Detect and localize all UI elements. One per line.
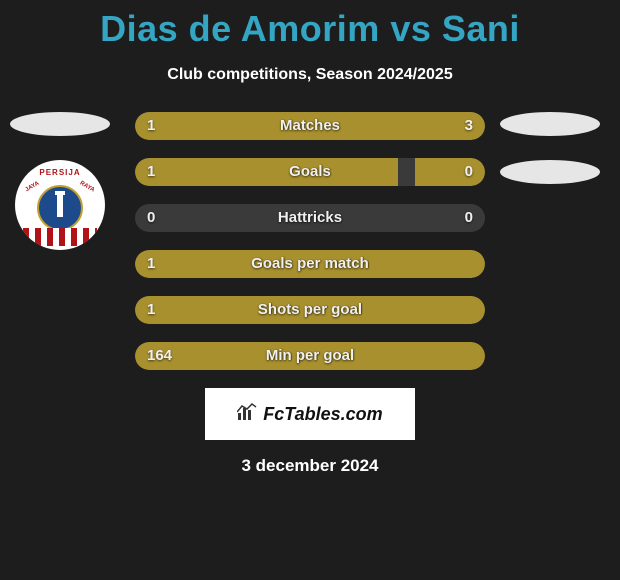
- badge-right-text: RAYA: [79, 180, 96, 193]
- chart-icon: [237, 403, 257, 426]
- stat-row: 00Hattricks: [135, 204, 485, 232]
- badge-left-text: JAYA: [24, 181, 40, 194]
- flag-placeholder-left: [10, 112, 110, 136]
- stat-row: 1Shots per goal: [135, 296, 485, 324]
- left-player-col: PERSIJA JAYA RAYA: [10, 112, 110, 250]
- stat-label: Hattricks: [135, 204, 485, 232]
- page-title: Dias de Amorim vs Sani: [0, 0, 620, 50]
- badge-circle-icon: [37, 185, 83, 231]
- right-player-col: [500, 112, 600, 208]
- watermark-text: FcTables.com: [263, 404, 382, 425]
- badge-stripes-icon: [23, 228, 97, 246]
- date-label: 3 december 2024: [0, 456, 620, 476]
- badge-top-text: PERSIJA: [39, 168, 80, 177]
- stat-label: Matches: [135, 112, 485, 140]
- flag-placeholder-right-1: [500, 112, 600, 136]
- club-badge-persija[interactable]: PERSIJA JAYA RAYA: [15, 160, 105, 250]
- stat-row: 10Goals: [135, 158, 485, 186]
- stats-bars: 13Matches 10Goals 00Hattricks 1Goals per ma…: [135, 112, 485, 370]
- comparison-content: PERSIJA JAYA RAYA 13Matches 10Goals 00Hatt…: [0, 112, 620, 476]
- watermark[interactable]: FcTables.com: [205, 388, 415, 440]
- stat-label: Goals per match: [135, 250, 485, 278]
- stat-label: Goals: [135, 158, 485, 186]
- stat-row: 164Min per goal: [135, 342, 485, 370]
- stat-label: Shots per goal: [135, 296, 485, 324]
- stat-row: 1Goals per match: [135, 250, 485, 278]
- flag-placeholder-right-2: [500, 160, 600, 184]
- stat-row: 13Matches: [135, 112, 485, 140]
- stat-label: Min per goal: [135, 342, 485, 370]
- subtitle: Club competitions, Season 2024/2025: [0, 66, 620, 84]
- monument-icon: [57, 195, 63, 217]
